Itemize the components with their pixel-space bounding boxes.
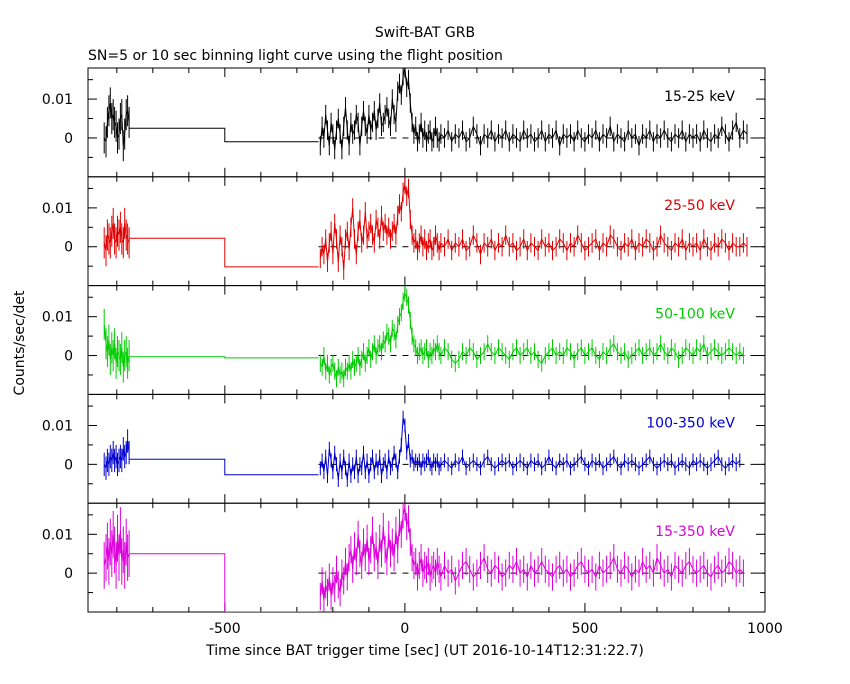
panel-plot [103, 285, 744, 388]
band-label: 15-350 keV [655, 524, 735, 540]
x-tick-label: -500 [209, 621, 241, 637]
y-tick-label: 0.01 [42, 310, 73, 326]
band-label: 50-100 keV [655, 307, 735, 323]
panel-2: 0.01 0 25-50 keV [42, 176, 766, 287]
y-tick-label: 0 [64, 131, 73, 147]
main-series-line [319, 184, 748, 271]
y-tick-label: 0 [64, 349, 73, 365]
panel-frame [87, 67, 766, 178]
main-series-line [319, 291, 744, 380]
band-label: 15-25 keV [664, 89, 735, 105]
main-series-line [319, 68, 748, 150]
panel-frame [87, 176, 766, 287]
main-series-error-bars [319, 285, 744, 388]
y-tick-label: 0 [64, 457, 73, 473]
main-series-error-bars [319, 503, 744, 612]
early-series-line [103, 324, 130, 368]
main-series-line [319, 506, 744, 601]
x-axis-label: Time since BAT trigger time [sec] (UT 20… [205, 643, 644, 659]
y-tick-label: 0.01 [42, 201, 73, 217]
x-tick-label: 0 [400, 621, 409, 637]
early-series-line [103, 102, 130, 146]
chart-subtitle: SN=5 or 10 sec binning light curve using… [88, 48, 503, 64]
band-label: 100-350 keV [646, 415, 735, 431]
binned-step-line [129, 127, 319, 143]
x-tick-label: 500 [572, 621, 599, 637]
early-series-line [103, 530, 130, 566]
binned-step-line [129, 458, 319, 476]
binned-step-line [129, 237, 319, 268]
y-tick-label: 0.01 [42, 418, 73, 434]
y-axis-label: Counts/sec/det [12, 290, 28, 395]
panel-plot [103, 68, 748, 162]
binned-step-line [129, 356, 319, 359]
panel-5: 0.01 0 15-350 keV [42, 502, 766, 613]
y-tick-label: 0.01 [42, 527, 73, 543]
panels-group: 0.01 0 15-25 keV 0.01 0 25-50 keV 0.01 0 50-100 … [42, 67, 783, 637]
main-series-line [319, 417, 741, 480]
chart-title: Swift-BAT GRB [375, 25, 475, 41]
y-tick-label: 0 [64, 240, 73, 256]
panel-plot [103, 410, 741, 487]
panel-frame [87, 502, 766, 613]
panel-1: 0.01 0 15-25 keV [42, 67, 766, 178]
panel-plot [103, 503, 744, 613]
panel-plot [103, 176, 748, 280]
x-tick-label: 1000 [747, 621, 783, 637]
main-series-error-bars [319, 68, 748, 160]
panel-4: 0.01 0 100-350 keV [42, 393, 766, 504]
panel-frame [87, 393, 766, 504]
y-tick-label: 0.01 [42, 92, 73, 108]
panel-3: 0.01 0 50-100 keV [42, 285, 766, 395]
band-label: 25-50 keV [664, 198, 735, 214]
early-series-line [103, 223, 130, 251]
binned-step-line [129, 553, 319, 613]
y-tick-label: 0 [64, 566, 73, 582]
early-series-line [103, 440, 130, 470]
